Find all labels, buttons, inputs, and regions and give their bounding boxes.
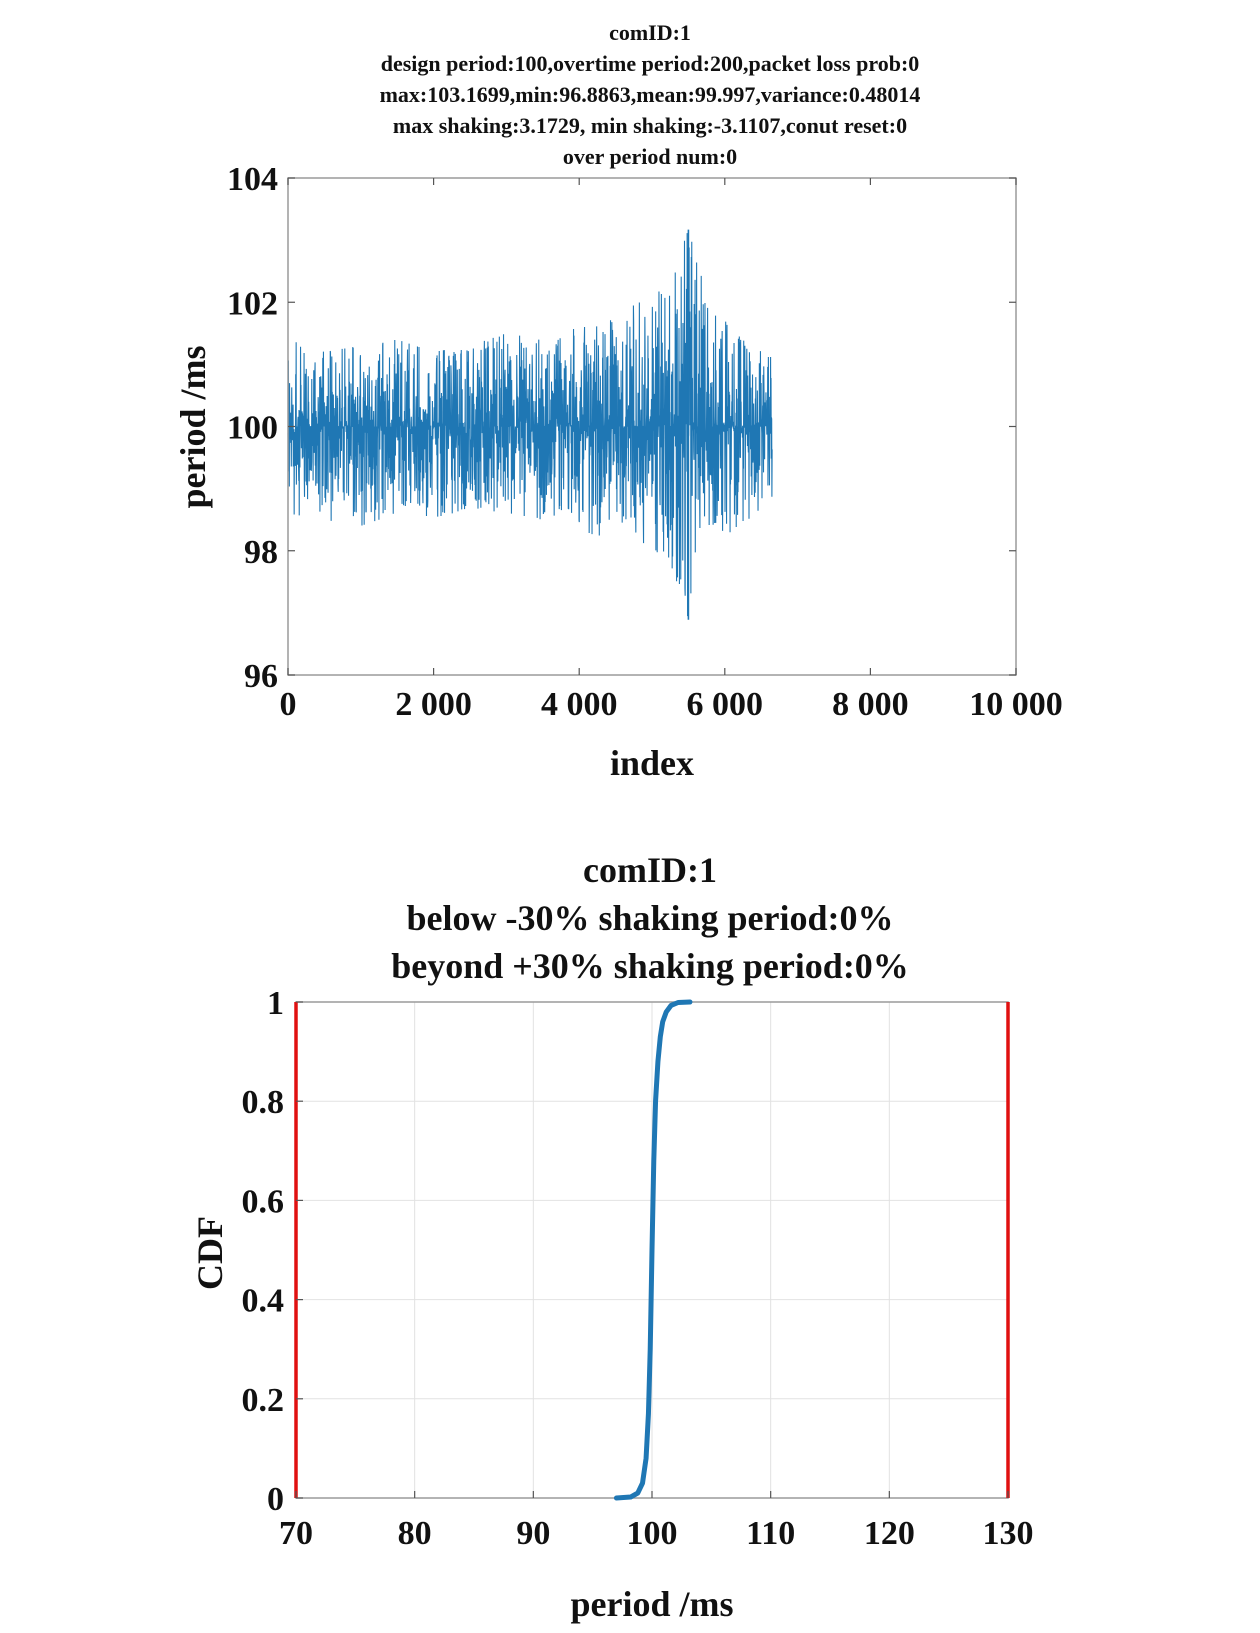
y-tick-label: 100: [227, 410, 278, 447]
y-axis-label: period /ms: [173, 345, 213, 508]
chart-title: comID:1 design period:100,overtime perio…: [380, 20, 921, 169]
chart-title-line: beyond +30% shaking period:0%: [391, 946, 909, 986]
x-tick-label: 130: [983, 1515, 1034, 1552]
x-tick-label: 120: [864, 1515, 915, 1552]
series-layer: [294, 999, 1010, 1501]
x-tick-label: 6 000: [687, 686, 764, 723]
tick-layer: 70 80 90 100 110 120 130 0 0.2 0.4 0.6 0.8 1: [242, 985, 1034, 1552]
period-cdf-figure: comID:1 below -30% shaking period:0% bey…: [0, 840, 1260, 1628]
x-axis-label: index: [610, 743, 694, 783]
x-tick-label: 110: [746, 1515, 795, 1552]
chart-title-line: comID:1: [583, 850, 717, 890]
cdf-series-line: [613, 999, 693, 1501]
tick-layer: 0 2 000 4 000 6 000 8 000 10 000 96 98 100 102 104: [227, 161, 1063, 723]
y-tick-label: 1: [267, 985, 284, 1022]
chart-title-line: max shaking:3.1729, min shaking:-3.1107,…: [393, 113, 907, 138]
period-cdf-chart: comID:1 below -30% shaking period:0% bey…: [190, 850, 1034, 1624]
x-tick-label: 100: [627, 1515, 678, 1552]
x-tick-label: 8 000: [832, 686, 909, 723]
x-tick-label: 70: [279, 1515, 313, 1552]
x-tick-label: 80: [398, 1515, 432, 1552]
x-tick-label: 0: [280, 686, 297, 723]
series-layer: [287, 229, 773, 620]
x-tick-label: 90: [516, 1515, 550, 1552]
y-tick-label: 0.8: [242, 1084, 285, 1121]
period-time-series-chart: comID:1 design period:100,overtime perio…: [173, 20, 1063, 783]
y-axis-label: CDF: [190, 1216, 230, 1290]
chart-title-line: over period num:0: [563, 144, 737, 169]
y-tick-label: 96: [244, 658, 278, 695]
y-tick-label: 98: [244, 534, 278, 571]
y-tick-label: 0: [267, 1481, 284, 1518]
x-tick-label: 2 000: [395, 686, 472, 723]
y-tick-label: 102: [227, 285, 278, 322]
y-tick-label: 104: [227, 161, 278, 198]
chart-title-line: below -30% shaking period:0%: [406, 898, 893, 938]
x-axis-label: period /ms: [570, 1584, 733, 1624]
y-tick-label: 0.6: [242, 1183, 285, 1220]
period-time-series-figure: comID:1 design period:100,overtime perio…: [0, 0, 1260, 790]
x-tick-label: 4 000: [541, 686, 618, 723]
chart-title-line: max:103.1699,min:96.8863,mean:99.997,var…: [380, 82, 921, 107]
x-tick-label: 10 000: [969, 686, 1063, 723]
chart-title-line: comID:1: [609, 20, 691, 45]
chart-title: comID:1 below -30% shaking period:0% bey…: [391, 850, 909, 986]
chart-title-line: design period:100,overtime period:200,pa…: [381, 51, 920, 76]
y-tick-label: 0.2: [242, 1382, 285, 1419]
period-series-line: [287, 233, 773, 617]
y-tick-label: 0.4: [242, 1283, 285, 1320]
